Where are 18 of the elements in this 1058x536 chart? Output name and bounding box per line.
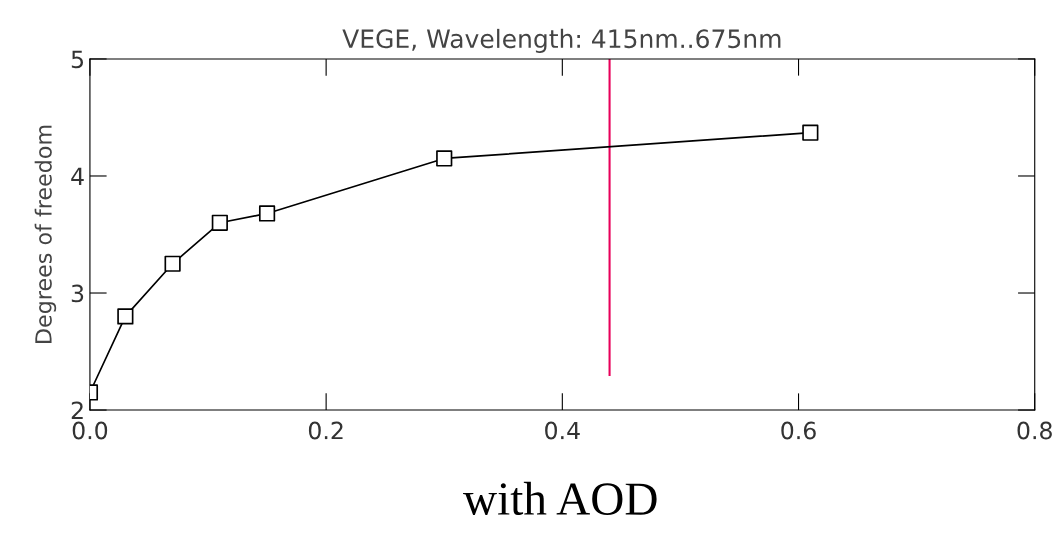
x-tick-label: 0.6 (781, 421, 816, 440)
y-tick-label: 3 (71, 284, 84, 303)
point (117, 308, 134, 325)
x-tick-label: 0.2 (308, 421, 343, 440)
point (258, 205, 276, 222)
point (164, 255, 181, 272)
y-tick-label: 2 (71, 401, 83, 420)
point (436, 150, 453, 167)
y-tick-label: 4 (71, 167, 84, 185)
point (211, 214, 228, 231)
x-tick-label: 0.4 (545, 421, 580, 440)
chart-title: VEGE, Wavelength: 415nm..675nm (342, 28, 781, 54)
y-tick-label: 5 (71, 50, 84, 69)
x-tick-label: 0.8 (1017, 421, 1052, 440)
point (802, 124, 819, 141)
x-tick-label: 0.0 (72, 421, 108, 440)
text: with AOD (463, 481, 657, 516)
y-axis-title: Degrees of freedom (34, 125, 57, 343)
